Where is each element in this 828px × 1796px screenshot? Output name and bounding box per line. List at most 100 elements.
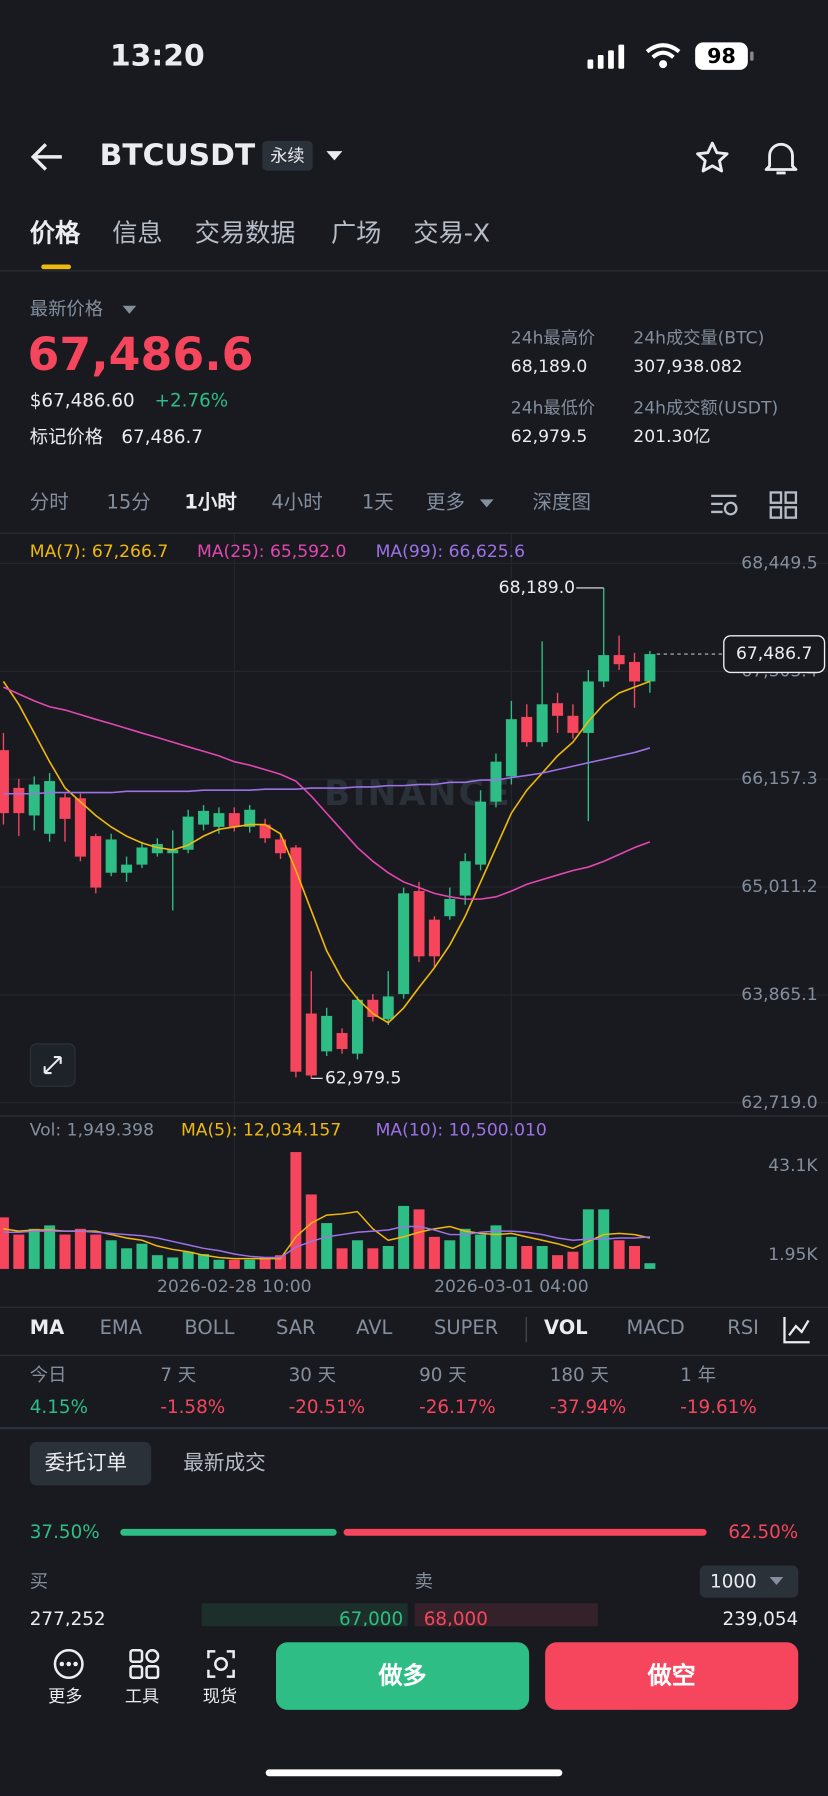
chart-settings[interactable] (708, 490, 742, 520)
volume-bar (351, 1240, 363, 1269)
candle-body (305, 1013, 317, 1076)
volume-bar (13, 1234, 25, 1269)
price-chart: 68,449.567,303.466,157.365,011.263,865.1… (0, 533, 828, 1297)
more-icon[interactable] (52, 1647, 86, 1681)
candle-body (136, 847, 148, 865)
tab-indicator (41, 264, 72, 270)
candle-body (259, 824, 271, 839)
more-caret[interactable] (479, 498, 495, 509)
indicator[interactable]: SAR (276, 1317, 316, 1340)
volume-bar (244, 1259, 256, 1269)
layout-button[interactable] (768, 490, 798, 520)
ask-qty: 239,054 (722, 1607, 799, 1630)
candle-body (244, 809, 256, 827)
buy-header: 买 (29, 1570, 49, 1592)
volume-bar (336, 1248, 348, 1269)
indicator[interactable]: EMA (99, 1317, 143, 1340)
divider (0, 1306, 828, 1308)
period-change: -20.51% (288, 1396, 366, 1418)
indicator[interactable]: VOL (543, 1317, 588, 1340)
tab[interactable]: 信息 (112, 219, 163, 249)
legend-item: MA(5): 12,034.157 (181, 1120, 341, 1140)
spot-icon[interactable] (204, 1647, 238, 1681)
high-label: 68,189.0 (499, 578, 575, 598)
sell-ratio: 62.50% (728, 1520, 799, 1543)
indicator[interactable]: AVL (356, 1317, 393, 1340)
short-button[interactable]: 做空 (545, 1642, 799, 1710)
indicator-settings[interactable] (782, 1315, 812, 1345)
expand-button[interactable] (29, 1043, 76, 1087)
timeframe[interactable]: 15分 (106, 491, 151, 515)
tab[interactable]: 交易数据 (194, 219, 296, 249)
candle-body (613, 655, 625, 665)
tab[interactable]: 价格 (29, 219, 81, 249)
x-tick-label: 2026-03-01 04:00 (434, 1277, 589, 1297)
volume-bar (198, 1254, 210, 1269)
indicator[interactable]: MA (29, 1317, 65, 1340)
timeframe[interactable]: 更多 (426, 491, 465, 515)
usd-price: $67,486.60 (29, 389, 135, 412)
long-button[interactable]: 做多 (276, 1642, 530, 1710)
timeframe[interactable]: 分时 (29, 491, 69, 515)
low-label: 62,979.5 (325, 1068, 401, 1088)
order-tab[interactable]: 最新成交 (183, 1451, 266, 1476)
volume-bar (90, 1234, 102, 1269)
divider (0, 532, 828, 534)
candle-body (398, 893, 410, 995)
favorite-button[interactable] (694, 140, 731, 177)
indicator[interactable]: RSI (727, 1317, 759, 1340)
y-tick-label: 43.1K (768, 1156, 818, 1176)
battery-level: 98 (707, 44, 736, 68)
period-change: -19.61% (680, 1396, 757, 1418)
tools-icon[interactable] (127, 1647, 161, 1681)
candle-body (59, 797, 71, 819)
y-tick-label: 68,449.5 (741, 553, 817, 573)
legend-item: MA(10): 10,500.010 (376, 1120, 547, 1140)
candle-body (490, 761, 502, 802)
precision-select[interactable]: 1000 (699, 1565, 799, 1598)
candle-body (351, 999, 363, 1054)
volume-bar (475, 1234, 487, 1269)
period-label: 1 年 (680, 1363, 717, 1386)
symbol[interactable]: BTCUSDT (99, 138, 256, 173)
timeframe[interactable]: 1小时 (184, 491, 237, 515)
legend-item: MA(25): 65,592.0 (197, 542, 346, 562)
volume-bar (428, 1236, 440, 1269)
order-tab[interactable]: 委托订单 (44, 1451, 128, 1476)
indicator[interactable]: MACD (626, 1317, 685, 1340)
volume-title: Vol: 1,949.398 (30, 1120, 154, 1140)
volume-bar (59, 1234, 71, 1269)
back-button[interactable] (30, 140, 67, 174)
y-tick-label: 63,865.1 (741, 985, 817, 1005)
candle-body (105, 839, 117, 873)
y-tick-label: 1.95K (768, 1245, 818, 1265)
grid (0, 533, 828, 1269)
timeframe[interactable]: 4小时 (271, 491, 323, 515)
candle-body (44, 781, 56, 834)
indicator[interactable]: SUPER (434, 1317, 499, 1340)
sell-header: 卖 (414, 1570, 433, 1592)
timeframe[interactable]: 深度图 (532, 491, 591, 515)
volume-ma-line (3, 1225, 650, 1259)
mark-label: 标记价格 (29, 426, 104, 448)
indicator[interactable]: BOLL (184, 1317, 235, 1340)
volume-bar (151, 1255, 163, 1269)
volume-bar (644, 1263, 656, 1269)
volume-bar (259, 1257, 271, 1269)
candle-body (582, 681, 594, 733)
ratio-segment (343, 1528, 707, 1536)
candle-body (213, 813, 225, 827)
volume-bar (536, 1246, 548, 1269)
timeframe[interactable]: 1天 (361, 491, 394, 515)
symbol-caret[interactable] (325, 149, 343, 163)
precision: 1000 (710, 1570, 757, 1592)
candle-body (413, 890, 425, 957)
candle-body (382, 996, 394, 1020)
tab[interactable]: 广场 (330, 219, 382, 249)
tab[interactable]: 交易-X (413, 219, 491, 249)
bid-qty: 277,252 (29, 1607, 106, 1630)
candle-body (367, 999, 379, 1018)
alert-button[interactable] (763, 139, 800, 178)
candle-body (121, 864, 133, 873)
price-caret[interactable] (121, 305, 137, 316)
